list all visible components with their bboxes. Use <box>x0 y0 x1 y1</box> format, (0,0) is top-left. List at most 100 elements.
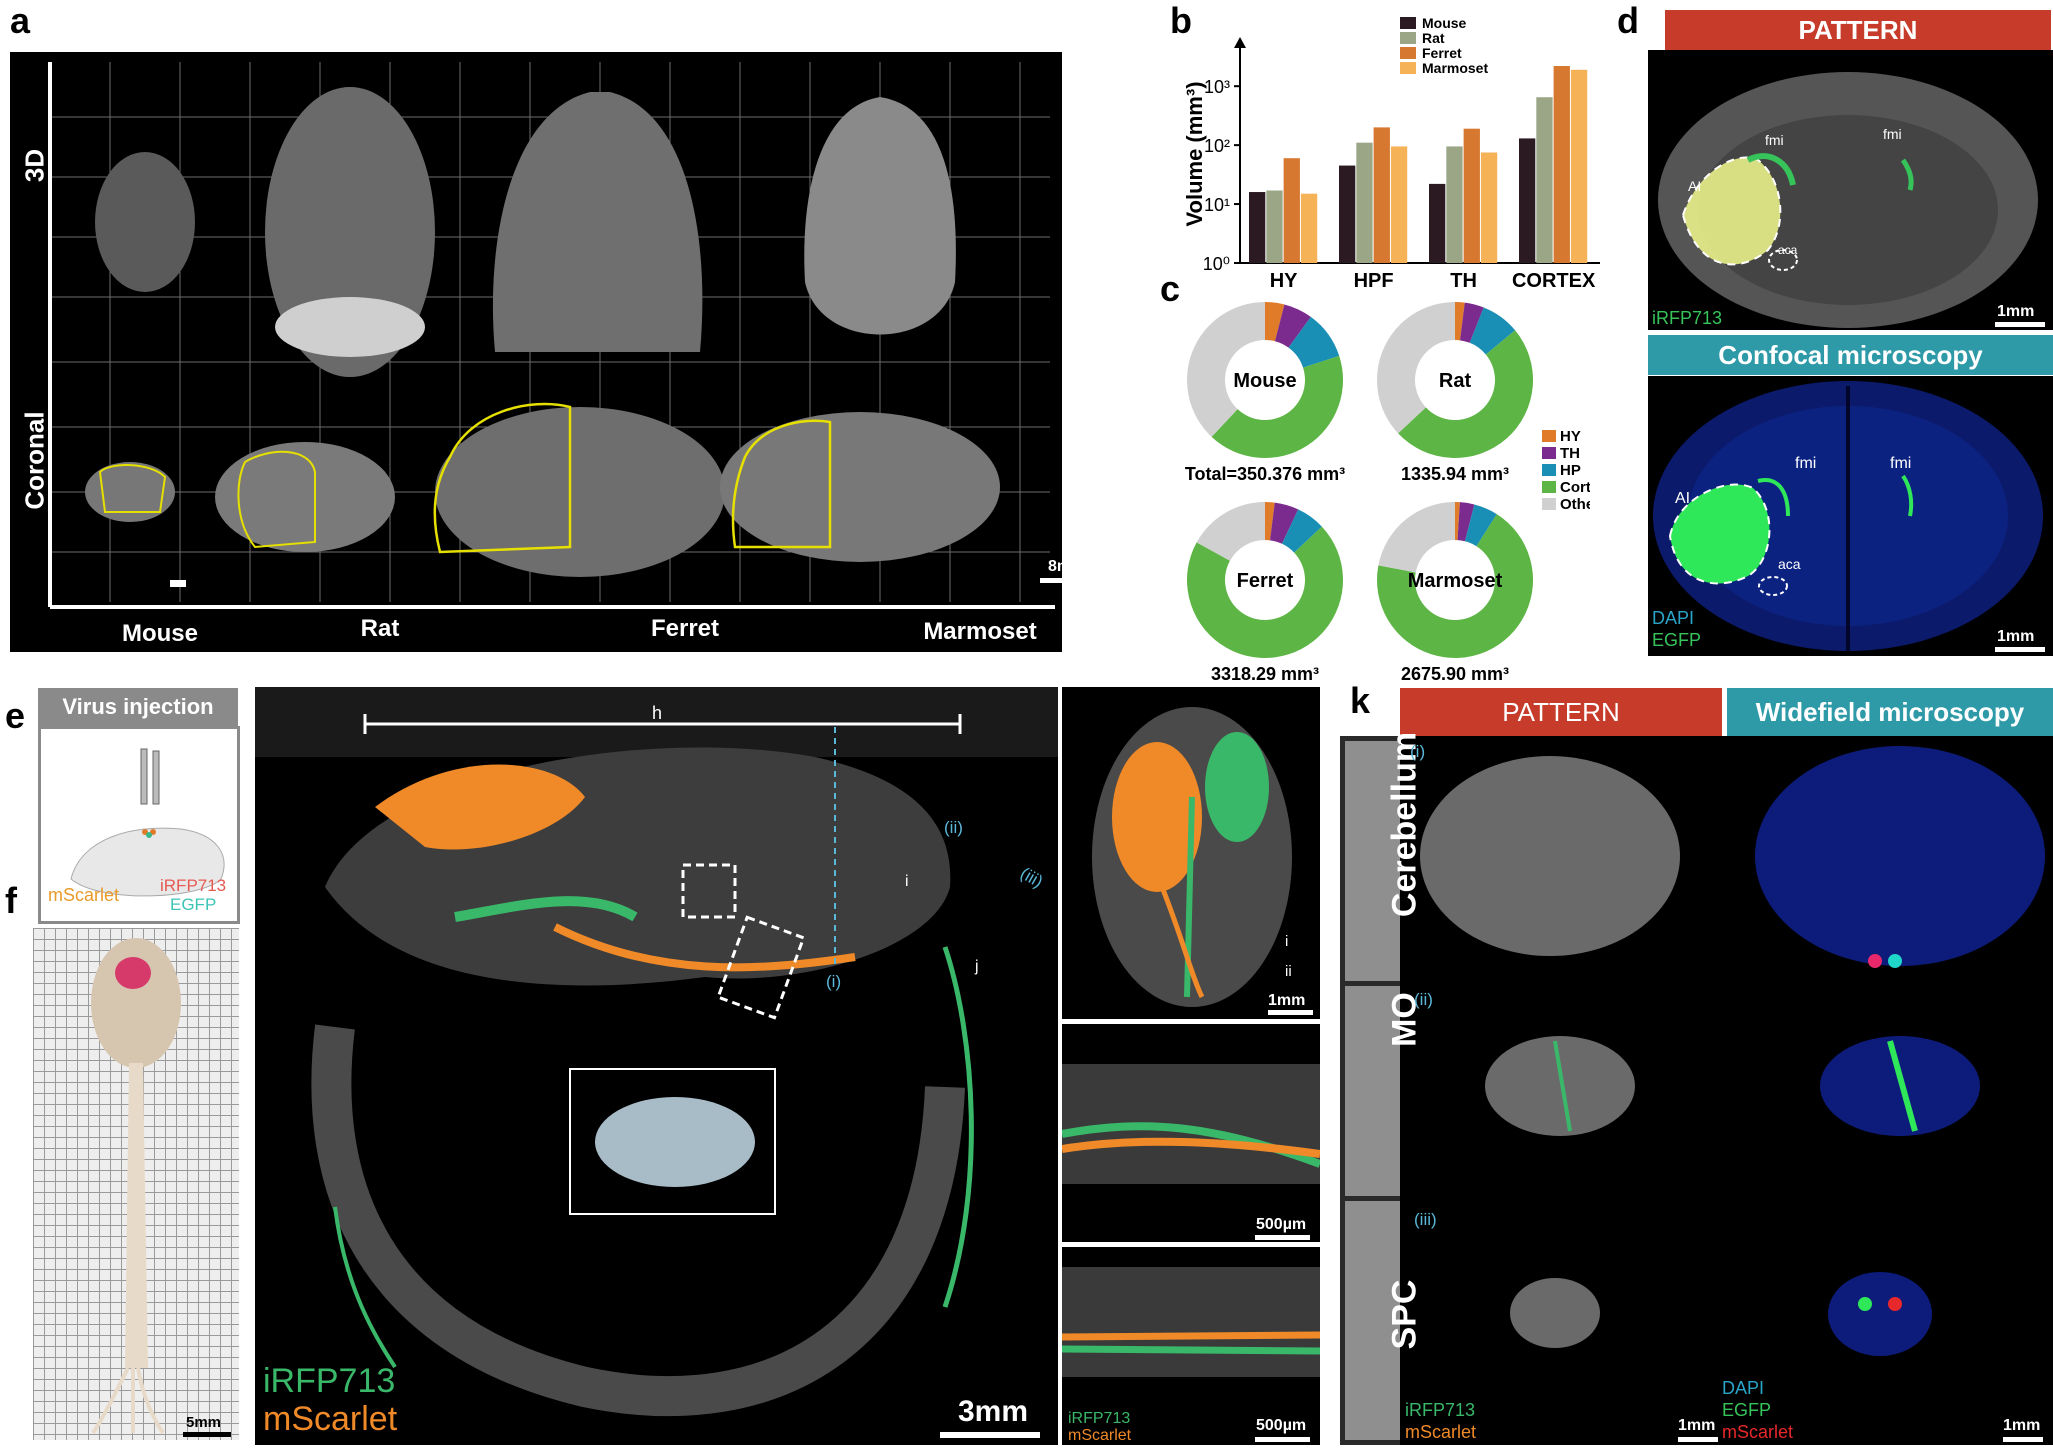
scalebar-h-label: 1mm <box>1268 992 1306 1009</box>
panel-label-c: c <box>1160 268 1181 309</box>
marker-i-g: (i) <box>826 972 842 991</box>
donut-center-label: Marmoset <box>1408 570 1503 592</box>
panel-label-d: d <box>1617 0 1639 41</box>
bar <box>1519 138 1536 263</box>
donut-slice <box>1378 502 1455 573</box>
y-tick-label: 10¹ <box>1204 195 1230 215</box>
y-tick-label: 10² <box>1204 136 1230 156</box>
banner-pattern-d: PATTERN <box>1665 10 2051 50</box>
donut-legend-label: TH <box>1560 445 1580 462</box>
row-label-3d: 3D <box>19 148 50 183</box>
donut-charts: Mouse Total=350.376 mm³ Rat 1335.94 mm³ Ferr… <box>1185 302 1590 680</box>
species-label-marmoset: Marmoset <box>923 618 1037 645</box>
legend-label: Marmoset <box>1422 60 1488 76</box>
legend-label: Rat <box>1422 30 1445 46</box>
bar <box>1356 142 1373 263</box>
legend-swatch <box>1400 62 1416 74</box>
panel-h-image <box>1062 687 1320 1019</box>
donut-legend-swatch <box>1542 498 1556 510</box>
legend-swatch <box>1400 32 1416 44</box>
donut-legend-label: HP <box>1560 462 1581 479</box>
channel-irfp713-k: iRFP713 <box>1405 1400 1476 1420</box>
banner-pattern-k: PATTERN <box>1400 688 1722 736</box>
scalebar-a <box>1040 578 1115 583</box>
y-axis-label: Volume (mm³) <box>1182 81 1207 226</box>
species-label-mouse: Mouse <box>121 620 198 647</box>
donut-slice <box>1377 302 1455 434</box>
donut-slice <box>1460 302 1484 343</box>
panel-i-image <box>1061 1024 1322 1242</box>
donut-slice <box>1464 504 1497 547</box>
annot-fmi-left-top: fmi <box>1765 132 1784 148</box>
bar <box>1249 192 1266 263</box>
annot-fmi-right-top: fmi <box>1883 126 1902 142</box>
bar <box>1570 69 1588 263</box>
marker-ii-h: ii <box>1285 963 1292 980</box>
bar <box>1553 66 1570 263</box>
x-tick-label: HY <box>1270 270 1298 292</box>
channel-egfp-k: EGFP <box>1722 1400 1772 1420</box>
donut-legend-swatch <box>1542 430 1556 442</box>
channel-mscarlet-j: mScarlet <box>1068 1427 1132 1444</box>
scalebar-k-right-label: 1mm <box>2003 1417 2041 1434</box>
scalebar-k-right <box>2003 1437 2043 1442</box>
pattern-image-d <box>1648 50 2053 330</box>
channel-egfp-d: EGFP <box>1652 630 1702 650</box>
spinal-cord-photo <box>33 928 239 1440</box>
scalebar-k-left <box>1678 1437 1718 1442</box>
scalebar-i-label: 500µm <box>1256 1216 1307 1233</box>
bar-marks <box>1249 66 1588 264</box>
scalebar-i <box>1255 1235 1310 1240</box>
y-tick-label: 10⁰ <box>1203 254 1230 274</box>
scalebar-k-left-label: 1mm <box>1678 1417 1716 1434</box>
confocal-image-d <box>1648 376 2053 656</box>
x-tick-label: TH <box>1450 270 1477 292</box>
annot-aca-top: aca <box>1778 243 1798 257</box>
banner-confocal: Confocal microscopy <box>1648 335 2053 375</box>
scalebar-h <box>1268 1010 1313 1015</box>
box-label-j-g: j <box>975 958 979 975</box>
donut-slice <box>1274 304 1311 348</box>
donut-slice <box>1469 307 1516 355</box>
legend-swatch <box>1400 47 1416 59</box>
x-tick-label: CORTEX <box>1512 270 1596 292</box>
donut-slice <box>1265 302 1285 342</box>
donut-caption: Total=350.376 mm³ <box>1185 464 1345 484</box>
legend-swatch <box>1400 17 1416 29</box>
panel-label-b: b <box>1170 0 1192 41</box>
bar <box>1390 146 1408 263</box>
donut-slice <box>1211 355 1343 458</box>
panel-a-background <box>10 52 1062 652</box>
channel-mscarlet-k-left: mScarlet <box>1405 1422 1477 1442</box>
bar <box>1266 190 1283 263</box>
channel-dapi-d: DAPI <box>1652 608 1695 628</box>
donut-slice <box>1455 502 1460 541</box>
scalebar-g <box>940 1432 1040 1438</box>
marker-ii-g: (ii) <box>944 818 963 837</box>
row-label-coronal: Coronal <box>19 411 50 510</box>
ruler-label-h: h <box>652 703 663 723</box>
channel-irfp713-j: iRFP713 <box>1068 1410 1131 1427</box>
donut-slice <box>1187 526 1343 658</box>
donut-slice <box>1377 514 1533 658</box>
bar <box>1536 97 1553 264</box>
bar <box>1300 193 1318 263</box>
annot-ai-top: AI <box>1688 178 1702 194</box>
channel-irfp713-d: iRFP713 <box>1652 308 1723 328</box>
label-egfp-e: EGFP <box>170 895 217 914</box>
y-axis-arrow <box>1234 37 1246 48</box>
scalebar-a-label: 8mm <box>1048 558 1086 575</box>
bar <box>1446 146 1463 263</box>
annot-fmi-right-bottom: fmi <box>1890 455 1912 472</box>
donut-slice <box>1457 502 1475 542</box>
label-mscarlet-e: mScarlet <box>48 885 120 905</box>
marker-k-i: (i) <box>1410 742 1426 761</box>
bar <box>1463 128 1480 263</box>
bar <box>1480 152 1498 263</box>
donut-slice <box>1288 316 1340 368</box>
donut-slice <box>1265 502 1275 541</box>
channel-mscarlet-g: mScarlet <box>263 1400 398 1438</box>
bar <box>1283 158 1300 263</box>
donut-slice <box>1455 302 1465 341</box>
